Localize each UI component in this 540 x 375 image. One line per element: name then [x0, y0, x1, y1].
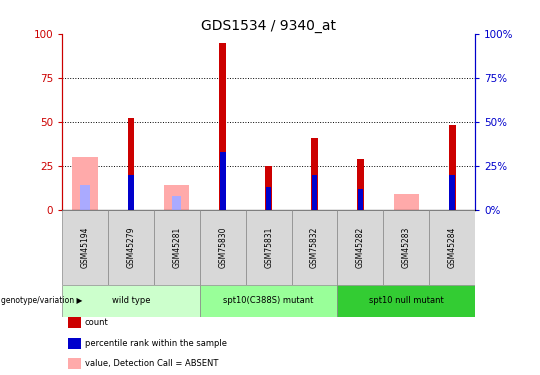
Bar	[220, 152, 226, 210]
Text: GSM75831: GSM75831	[264, 227, 273, 268]
Bar	[311, 138, 318, 210]
Bar	[338, 285, 475, 317]
Bar	[62, 210, 108, 285]
Bar	[72, 157, 98, 210]
Text: spt10(C388S) mutant: spt10(C388S) mutant	[224, 296, 314, 305]
Bar	[80, 185, 90, 210]
Bar	[266, 187, 272, 210]
Text: GSM45281: GSM45281	[172, 227, 181, 268]
Bar	[338, 210, 383, 285]
Text: count: count	[85, 318, 109, 327]
Text: GSM45282: GSM45282	[356, 227, 365, 268]
Bar	[62, 285, 200, 317]
Bar	[246, 210, 292, 285]
Bar	[429, 210, 475, 285]
Bar	[200, 210, 246, 285]
Bar	[172, 196, 181, 210]
Bar	[357, 189, 363, 210]
Bar	[312, 175, 318, 210]
Bar	[357, 159, 364, 210]
Bar	[128, 175, 134, 210]
Bar	[265, 166, 272, 210]
Text: GSM45194: GSM45194	[80, 227, 90, 268]
Bar	[108, 210, 154, 285]
Bar	[200, 285, 338, 317]
Text: percentile rank within the sample: percentile rank within the sample	[85, 339, 227, 348]
Text: GSM45284: GSM45284	[448, 227, 457, 268]
Bar	[127, 118, 134, 210]
Text: genotype/variation ▶: genotype/variation ▶	[1, 296, 83, 305]
Text: GSM45279: GSM45279	[126, 227, 136, 268]
Bar	[292, 210, 338, 285]
Text: value, Detection Call = ABSENT: value, Detection Call = ABSENT	[85, 359, 218, 368]
Bar	[449, 125, 456, 210]
Text: wild type: wild type	[112, 296, 150, 305]
Bar	[394, 194, 419, 210]
Text: GSM75830: GSM75830	[218, 227, 227, 268]
Text: GSM45283: GSM45283	[402, 227, 411, 268]
Title: GDS1534 / 9340_at: GDS1534 / 9340_at	[201, 19, 336, 33]
Bar	[219, 43, 226, 210]
Bar	[164, 185, 190, 210]
Text: GSM75832: GSM75832	[310, 227, 319, 268]
Bar	[383, 210, 429, 285]
Text: spt10 null mutant: spt10 null mutant	[369, 296, 444, 305]
Bar	[154, 210, 200, 285]
Bar	[449, 175, 455, 210]
